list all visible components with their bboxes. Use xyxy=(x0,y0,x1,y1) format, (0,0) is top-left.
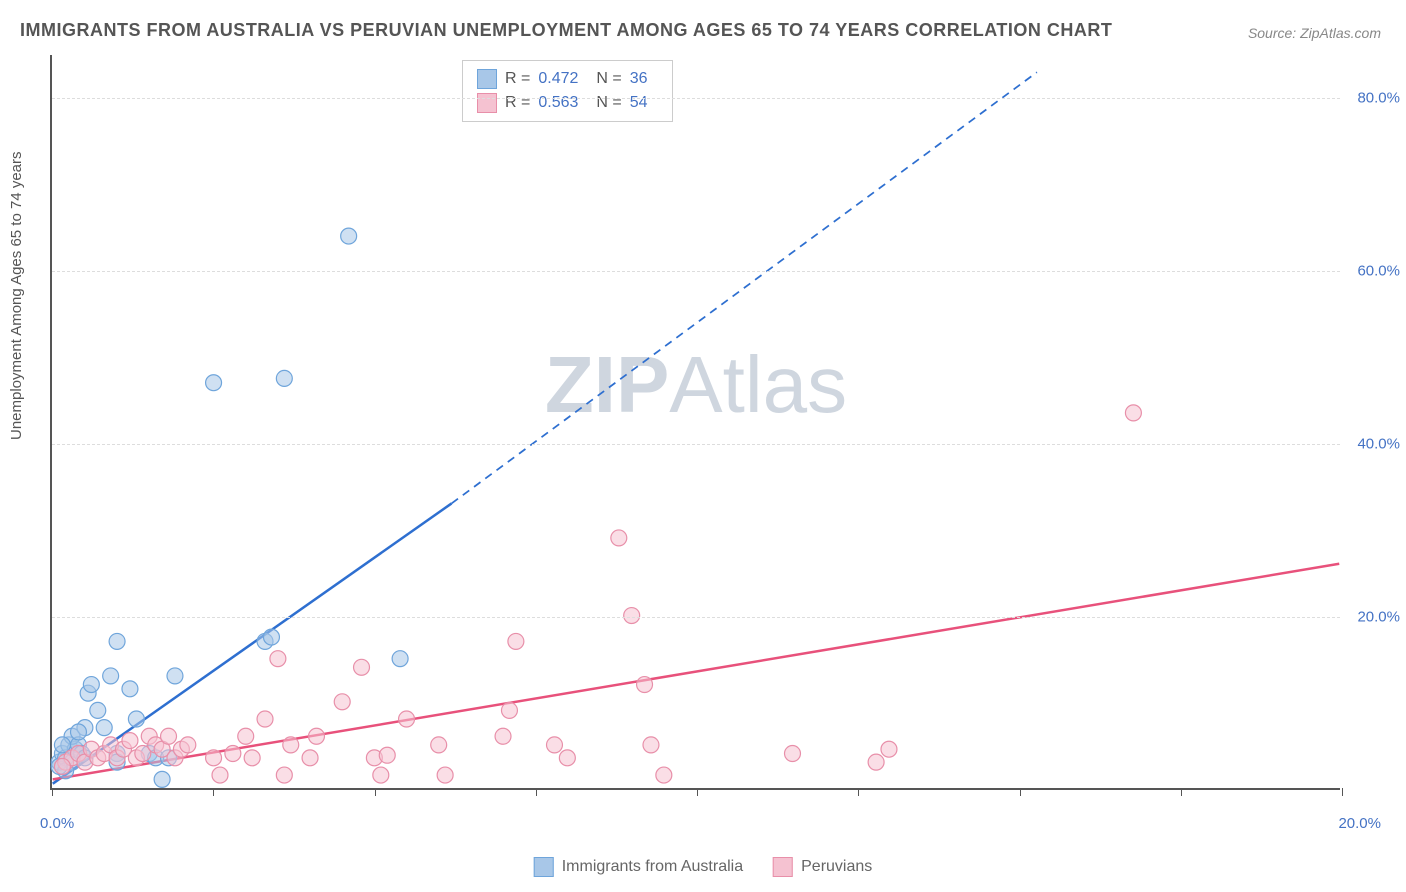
data-point-series-1 xyxy=(495,728,511,744)
data-point-series-1 xyxy=(611,530,627,546)
data-point-series-0 xyxy=(206,375,222,391)
data-point-series-0 xyxy=(154,771,170,787)
x-axis-label-right: 20.0% xyxy=(1338,815,1381,832)
data-point-series-1 xyxy=(180,737,196,753)
data-point-series-1 xyxy=(868,754,884,770)
data-point-series-0 xyxy=(392,651,408,667)
ytick-label: 60.0% xyxy=(1357,263,1400,280)
data-point-series-0 xyxy=(71,724,87,740)
xtick xyxy=(1020,788,1021,796)
trend-line-dashed-0 xyxy=(452,72,1037,503)
data-point-series-1 xyxy=(501,702,517,718)
ytick-label: 40.0% xyxy=(1357,436,1400,453)
data-point-series-1 xyxy=(881,741,897,757)
gridline xyxy=(52,98,1340,99)
data-point-series-1 xyxy=(238,728,254,744)
legend-item-1: Peruvians xyxy=(773,857,872,877)
ytick-label: 80.0% xyxy=(1357,90,1400,107)
gridline xyxy=(52,617,1340,618)
data-point-series-1 xyxy=(399,711,415,727)
data-point-series-1 xyxy=(54,758,70,774)
xtick xyxy=(1342,788,1343,796)
chart-source: Source: ZipAtlas.com xyxy=(1248,25,1381,41)
trend-line-1 xyxy=(53,564,1339,780)
data-point-series-0 xyxy=(128,711,144,727)
data-point-series-1 xyxy=(257,711,273,727)
data-point-series-1 xyxy=(244,750,260,766)
data-point-series-0 xyxy=(263,629,279,645)
data-point-series-1 xyxy=(270,651,286,667)
data-point-series-1 xyxy=(354,659,370,675)
xtick xyxy=(52,788,53,796)
data-point-series-1 xyxy=(212,767,228,783)
x-axis-label-left: 0.0% xyxy=(40,815,74,832)
data-point-series-1 xyxy=(1125,405,1141,421)
legend-swatch-0 xyxy=(534,857,554,877)
gridline xyxy=(52,444,1340,445)
data-point-series-1 xyxy=(431,737,447,753)
data-point-series-1 xyxy=(785,746,801,762)
xtick xyxy=(697,788,698,796)
data-point-series-1 xyxy=(373,767,389,783)
ytick-label: 20.0% xyxy=(1357,609,1400,626)
data-point-series-0 xyxy=(90,702,106,718)
legend-bottom: Immigrants from Australia Peruvians xyxy=(534,857,873,877)
data-point-series-0 xyxy=(96,720,112,736)
xtick xyxy=(375,788,376,796)
chart-svg xyxy=(52,55,1340,788)
data-point-series-1 xyxy=(656,767,672,783)
data-point-series-1 xyxy=(161,728,177,744)
legend-swatch-1 xyxy=(773,857,793,877)
data-point-series-0 xyxy=(276,370,292,386)
data-point-series-1 xyxy=(334,694,350,710)
chart-title: IMMIGRANTS FROM AUSTRALIA VS PERUVIAN UN… xyxy=(20,20,1112,41)
gridline xyxy=(52,271,1340,272)
data-point-series-1 xyxy=(225,746,241,762)
xtick xyxy=(858,788,859,796)
data-point-series-0 xyxy=(83,677,99,693)
xtick xyxy=(536,788,537,796)
data-point-series-1 xyxy=(309,728,325,744)
xtick xyxy=(1181,788,1182,796)
xtick xyxy=(213,788,214,796)
data-point-series-1 xyxy=(637,677,653,693)
data-point-series-1 xyxy=(624,608,640,624)
plot-area: ZIPAtlas R = 0.472 N = 36 R = 0.563 N = … xyxy=(50,55,1340,790)
legend-label-0: Immigrants from Australia xyxy=(562,858,743,876)
data-point-series-1 xyxy=(206,750,222,766)
data-point-series-1 xyxy=(643,737,659,753)
data-point-series-1 xyxy=(302,750,318,766)
legend-item-0: Immigrants from Australia xyxy=(534,857,743,877)
data-point-series-1 xyxy=(437,767,453,783)
data-point-series-1 xyxy=(559,750,575,766)
data-point-series-1 xyxy=(276,767,292,783)
data-point-series-1 xyxy=(283,737,299,753)
data-point-series-1 xyxy=(379,747,395,763)
data-point-series-0 xyxy=(122,681,138,697)
data-point-series-0 xyxy=(103,668,119,684)
data-point-series-1 xyxy=(547,737,563,753)
data-point-series-1 xyxy=(508,633,524,649)
legend-label-1: Peruvians xyxy=(801,858,872,876)
data-point-series-0 xyxy=(167,668,183,684)
data-point-series-0 xyxy=(341,228,357,244)
data-point-series-0 xyxy=(109,633,125,649)
data-point-series-1 xyxy=(122,733,138,749)
y-axis-label: Unemployment Among Ages 65 to 74 years xyxy=(8,151,25,440)
